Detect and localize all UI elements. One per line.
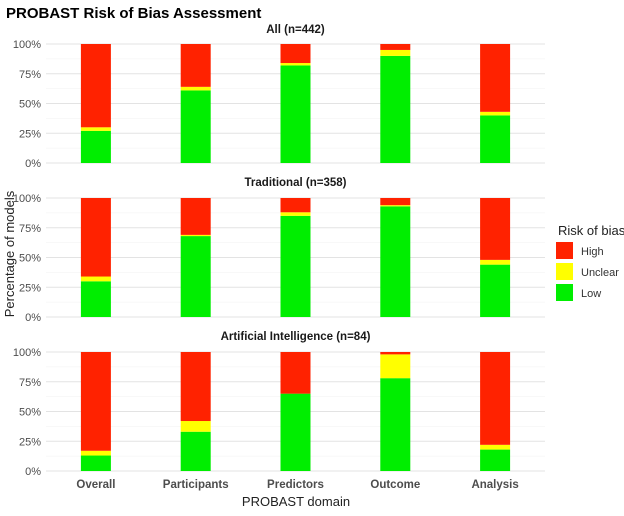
y-tick-label: 75% [19, 223, 41, 235]
panel-2: Traditional (n=358) 0% 25% 50% 75% 100% [13, 177, 545, 324]
y-tick-label: 0% [25, 312, 41, 324]
bar-low-participants [180, 236, 211, 317]
panel-title: Traditional (n=358) [245, 177, 347, 189]
bar-high-overall [80, 352, 111, 451]
bar-high-participants [180, 352, 211, 422]
legend-label-low: Low [581, 288, 601, 300]
panel-title: All (n=442) [266, 24, 325, 36]
bar-low-overall [80, 130, 111, 163]
bar-low-outcome [380, 378, 411, 471]
bar-high-overall [80, 44, 111, 128]
y-tick-label: 100% [13, 193, 41, 205]
bar-unclear-overall [80, 127, 111, 131]
y-tick-label: 0% [25, 158, 41, 170]
bar-low-predictors [280, 65, 311, 163]
bar-unclear-outcome [380, 205, 411, 207]
bar-unclear-outcome [380, 354, 411, 379]
bar-unclear-analysis [480, 444, 511, 450]
bar-low-predictors [280, 393, 311, 471]
bar-unclear-participants [180, 234, 211, 237]
bar-high-outcome [380, 198, 411, 206]
y-tick-label: 50% [19, 407, 41, 419]
x-axis-label: PROBAST domain [242, 494, 350, 509]
bar-high-analysis [480, 352, 511, 445]
y-tick-label: 75% [19, 69, 41, 81]
bar-low-predictors [280, 215, 311, 317]
bar-high-outcome [380, 44, 411, 50]
bar-high-analysis [480, 198, 511, 260]
panels-layer: All (n=442)0%25%50%75%100%Traditional (n… [13, 24, 545, 491]
bar-unclear-overall [80, 276, 111, 282]
bar-high-participants [180, 198, 211, 235]
bar-low-analysis [480, 449, 511, 471]
bar-unclear-analysis [480, 111, 511, 116]
bar-low-overall [80, 281, 111, 317]
y-tick-label: 75% [19, 377, 41, 389]
y-tick-label: 25% [19, 436, 41, 448]
bar-low-participants [180, 90, 211, 163]
legend: Risk of bias High Unclear Low [556, 223, 624, 301]
y-tick-label: 0% [25, 466, 41, 478]
bar-high-analysis [480, 44, 511, 112]
y-axis-label: Percentage of models [2, 190, 17, 317]
y-tick-label: 25% [19, 128, 41, 140]
bar-low-outcome [380, 206, 411, 317]
x-tick-label: Predictors [267, 479, 324, 491]
legend-label-high: High [581, 246, 604, 258]
panel-3: Artificial Intelligence (n=84) 0% 25% 50% 75… [13, 331, 545, 478]
legend-swatch-high [556, 242, 573, 259]
bar-unclear-overall [80, 450, 111, 456]
bar-low-overall [80, 455, 111, 471]
panel-title: Artificial Intelligence (n=84) [221, 331, 371, 343]
legend-swatch-unclear [556, 263, 573, 280]
legend-title: Risk of bias [558, 223, 624, 238]
bar-high-overall [80, 198, 111, 277]
bar-high-participants [180, 44, 211, 87]
y-tick-label: 100% [13, 347, 41, 359]
legend-label-unclear: Unclear [581, 267, 619, 279]
bar-high-predictors [280, 44, 311, 64]
bar-unclear-predictors [280, 212, 311, 216]
y-tick-label: 25% [19, 282, 41, 294]
bar-low-outcome [380, 55, 411, 163]
bar-unclear-participants [180, 421, 211, 432]
bar-unclear-analysis [480, 259, 511, 265]
bar-unclear-participants [180, 86, 211, 91]
y-tick-label: 50% [19, 99, 41, 111]
legend-swatch-low [556, 284, 573, 301]
x-tick-label: Analysis [471, 479, 518, 491]
bar-high-outcome [380, 352, 411, 355]
y-tick-label: 50% [19, 253, 41, 265]
panel-1: All (n=442) 0% 25% 50% 75% 100% [13, 24, 545, 170]
bar-unclear-predictors [280, 63, 311, 66]
x-tick-label: Overall [76, 479, 115, 491]
chart-title: PROBAST Risk of Bias Assessment [6, 5, 261, 22]
x-tick-label: Outcome [370, 479, 420, 491]
y-tick-label: 100% [13, 39, 41, 51]
bar-high-predictors [280, 352, 311, 394]
bar-low-analysis [480, 115, 511, 163]
bar-unclear-outcome [380, 49, 411, 56]
bar-high-predictors [280, 198, 311, 213]
bar-low-analysis [480, 264, 511, 317]
bar-low-participants [180, 431, 211, 471]
x-tick-label: Participants [163, 479, 229, 491]
